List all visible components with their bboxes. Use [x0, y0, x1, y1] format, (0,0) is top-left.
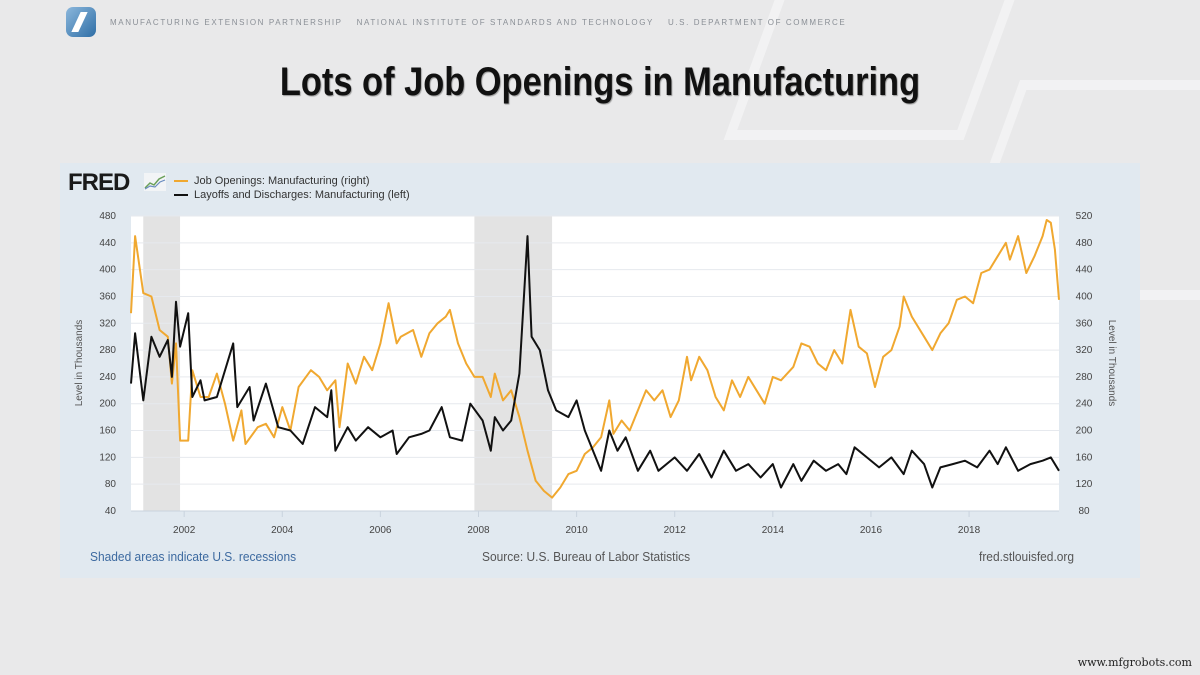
y-left-tick-label: 440 [99, 238, 116, 249]
legend-swatch [174, 180, 188, 183]
x-tick-label: 2012 [664, 525, 687, 536]
legend-label: Job Openings: Manufacturing (right) [194, 175, 370, 187]
y-right-tick-label: 120 [1076, 479, 1093, 490]
fred-logo: FRED [68, 169, 130, 196]
mep-logo-icon [66, 7, 96, 37]
y-left-tick-label: 280 [99, 345, 116, 356]
recession-band [474, 216, 553, 511]
series-job-openings-line [130, 219, 1060, 499]
y-right-tick-label: 280 [1076, 372, 1093, 383]
x-tick-label: 2010 [565, 525, 588, 536]
y-left-tick-label: 160 [99, 426, 116, 437]
y-right-tick-label: 360 [1076, 318, 1093, 329]
y-left-tick-label: 40 [105, 506, 117, 517]
y-left-tick-label: 320 [99, 318, 116, 329]
fred-site-link[interactable]: fred.stlouisfed.org [979, 549, 1075, 564]
y-right-tick-label: 480 [1076, 238, 1093, 249]
x-tick-label: 2002 [173, 525, 196, 536]
legend-item-job-openings: Job Openings: Manufacturing (right) [174, 174, 410, 188]
legend: Job Openings: Manufacturing (right) Layo… [174, 174, 410, 202]
header-bar: MANUFACTURING EXTENSION PARTNERSHIP NATI… [66, 6, 860, 38]
org-name: NATIONAL INSTITUTE OF STANDARDS AND TECH… [356, 17, 654, 27]
series-layoffs-line [130, 235, 1060, 489]
fred-chart-icon [144, 173, 166, 191]
x-tick-label: 2018 [958, 525, 981, 536]
org-name: U.S. DEPARTMENT OF COMMERCE [667, 17, 847, 27]
x-tick-label: 2006 [369, 525, 392, 536]
y-left-tick-label: 240 [99, 372, 116, 383]
y-left-tick-label: 480 [99, 211, 116, 222]
y-right-tick-label: 440 [1076, 265, 1093, 276]
y-left-tick-label: 120 [99, 452, 116, 463]
y-right-tick-label: 200 [1076, 426, 1093, 437]
legend-item-layoffs: Layoffs and Discharges: Manufacturing (l… [174, 188, 410, 202]
y-right-tick-label: 80 [1078, 506, 1090, 517]
y-right-tick-label: 160 [1076, 452, 1093, 463]
y-right-tick-label: 400 [1076, 291, 1093, 302]
x-tick-label: 2004 [271, 525, 294, 536]
legend-label: Layoffs and Discharges: Manufacturing (l… [194, 189, 410, 201]
watermark: www.mfgrobots.com [1077, 656, 1192, 669]
legend-swatch [174, 194, 188, 197]
source-note: Source: U.S. Bureau of Labor Statistics [482, 549, 691, 564]
y-axis-right-label: Level in Thousands [1106, 320, 1117, 407]
org-name: MANUFACTURING EXTENSION PARTNERSHIP [110, 17, 343, 27]
y-left-tick-label: 360 [99, 291, 116, 302]
x-tick-label: 2016 [860, 525, 883, 536]
y-left-tick-label: 200 [99, 399, 116, 410]
x-tick-label: 2008 [467, 525, 490, 536]
y-left-tick-label: 400 [99, 265, 116, 276]
y-right-tick-label: 320 [1076, 345, 1093, 356]
x-tick-label: 2014 [762, 525, 785, 536]
y-right-tick-label: 520 [1076, 211, 1093, 222]
y-left-tick-label: 80 [105, 479, 117, 490]
recession-note: Shaded areas indicate U.S. recessions [90, 549, 297, 564]
y-axis-left-label: Level in Thousands [74, 320, 85, 407]
slide-title: Lots of Job Openings in Manufacturing [279, 60, 921, 104]
y-right-tick-label: 240 [1076, 399, 1093, 410]
plot-area [131, 216, 1059, 511]
